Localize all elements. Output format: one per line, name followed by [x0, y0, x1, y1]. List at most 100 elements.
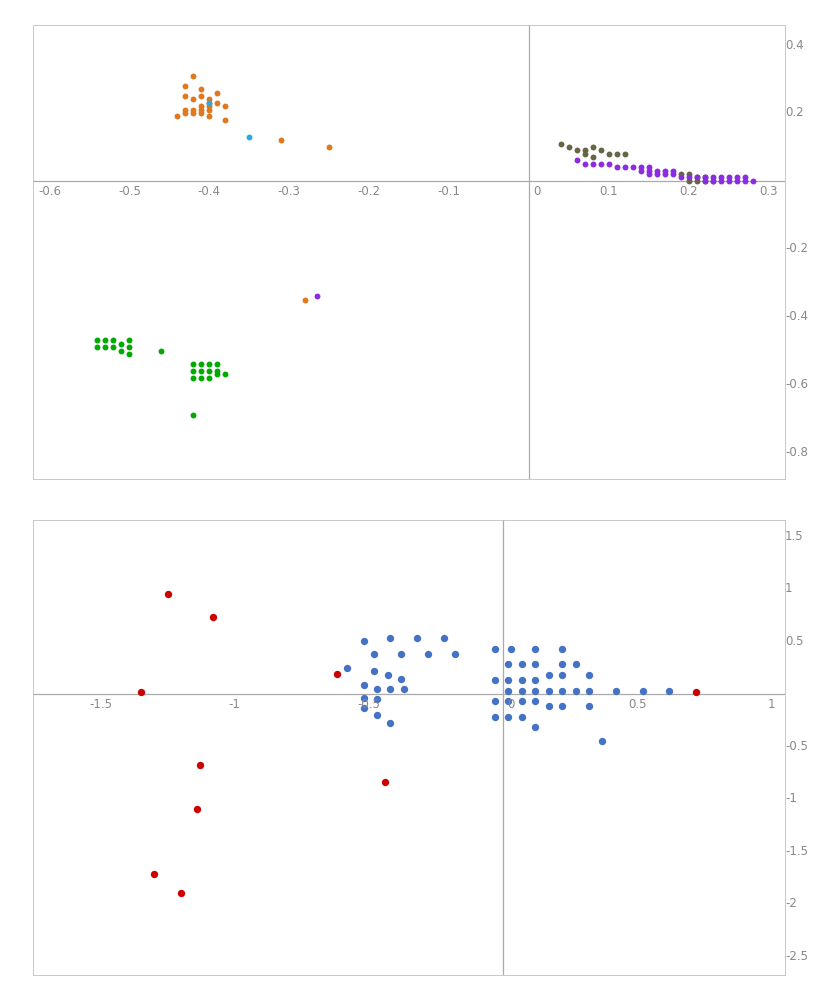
Text: -0.1: -0.1 [438, 185, 461, 198]
Point [595, 733, 609, 748]
Point [383, 681, 397, 697]
Point [186, 91, 200, 107]
Point [691, 173, 704, 189]
Point [322, 139, 336, 154]
Text: -1.5: -1.5 [89, 698, 112, 711]
Point [206, 609, 220, 625]
Point [370, 691, 383, 707]
Point [203, 95, 216, 111]
Point [554, 136, 568, 151]
Point [666, 162, 680, 178]
Point [195, 102, 208, 118]
Point [378, 774, 392, 790]
Point [582, 698, 595, 714]
Point [582, 683, 595, 699]
Point [515, 683, 529, 699]
Point [555, 641, 569, 656]
Point [357, 677, 370, 693]
Point [502, 693, 515, 709]
Point [394, 671, 407, 687]
Point [610, 159, 624, 175]
Point [397, 681, 411, 697]
Point [529, 720, 542, 736]
Point [642, 159, 655, 175]
Text: -0.4: -0.4 [198, 880, 220, 893]
Text: -1: -1 [785, 792, 797, 805]
Point [515, 709, 529, 725]
Point [190, 801, 204, 817]
Point [203, 98, 216, 114]
Text: -2: -2 [785, 897, 797, 910]
Point [602, 146, 615, 161]
Point [219, 112, 232, 128]
Point [675, 169, 688, 185]
Point [595, 143, 608, 158]
Text: -0.5: -0.5 [785, 740, 807, 752]
Point [642, 162, 655, 178]
Point [515, 672, 529, 688]
Point [275, 133, 288, 148]
Text: 0.2: 0.2 [680, 880, 698, 893]
Point [555, 698, 569, 714]
Point [746, 173, 760, 189]
Point [203, 102, 216, 118]
Point [738, 173, 752, 189]
Point [706, 169, 720, 185]
Point [170, 109, 184, 125]
Point [698, 169, 711, 185]
Point [610, 146, 624, 161]
Text: -0.6: -0.6 [785, 378, 808, 391]
Point [502, 709, 515, 725]
Point [542, 683, 555, 699]
Point [502, 656, 515, 672]
Point [330, 666, 343, 682]
Point [99, 333, 112, 348]
Text: -2.5: -2.5 [785, 949, 808, 962]
Point [619, 146, 632, 161]
Point [586, 139, 600, 154]
Point [569, 683, 582, 699]
Point [714, 173, 727, 189]
Point [610, 683, 623, 699]
Text: -0.4: -0.4 [198, 185, 220, 198]
Point [529, 683, 542, 699]
Point [529, 656, 542, 672]
Text: -0.5: -0.5 [118, 880, 141, 893]
Text: 1: 1 [767, 698, 775, 711]
Text: 1: 1 [785, 582, 792, 595]
Point [555, 667, 569, 683]
Point [586, 149, 600, 165]
Point [698, 173, 711, 189]
Point [570, 143, 584, 158]
Point [370, 681, 383, 697]
Point [195, 88, 208, 104]
Text: -1: -1 [229, 698, 240, 711]
Text: -1.5: -1.5 [785, 844, 808, 857]
Point [210, 95, 224, 111]
Text: -0.1: -0.1 [438, 880, 461, 893]
Text: -0.2: -0.2 [785, 243, 808, 255]
Point [411, 630, 424, 645]
Point [682, 169, 696, 185]
Point [635, 162, 648, 178]
Text: -0.5: -0.5 [118, 185, 141, 198]
Point [219, 366, 232, 382]
Point [555, 683, 569, 699]
Point [148, 866, 161, 882]
Point [529, 672, 542, 688]
Point [179, 102, 192, 118]
Point [311, 288, 324, 304]
Text: 0.1: 0.1 [600, 185, 619, 198]
Point [488, 672, 502, 688]
Point [179, 78, 192, 94]
Point [698, 173, 711, 189]
Point [731, 173, 744, 189]
Point [134, 684, 148, 700]
Point [299, 292, 312, 308]
Point [529, 693, 542, 709]
Point [570, 152, 584, 168]
Point [515, 656, 529, 672]
Point [569, 656, 582, 672]
Point [529, 641, 542, 656]
Point [636, 683, 650, 699]
